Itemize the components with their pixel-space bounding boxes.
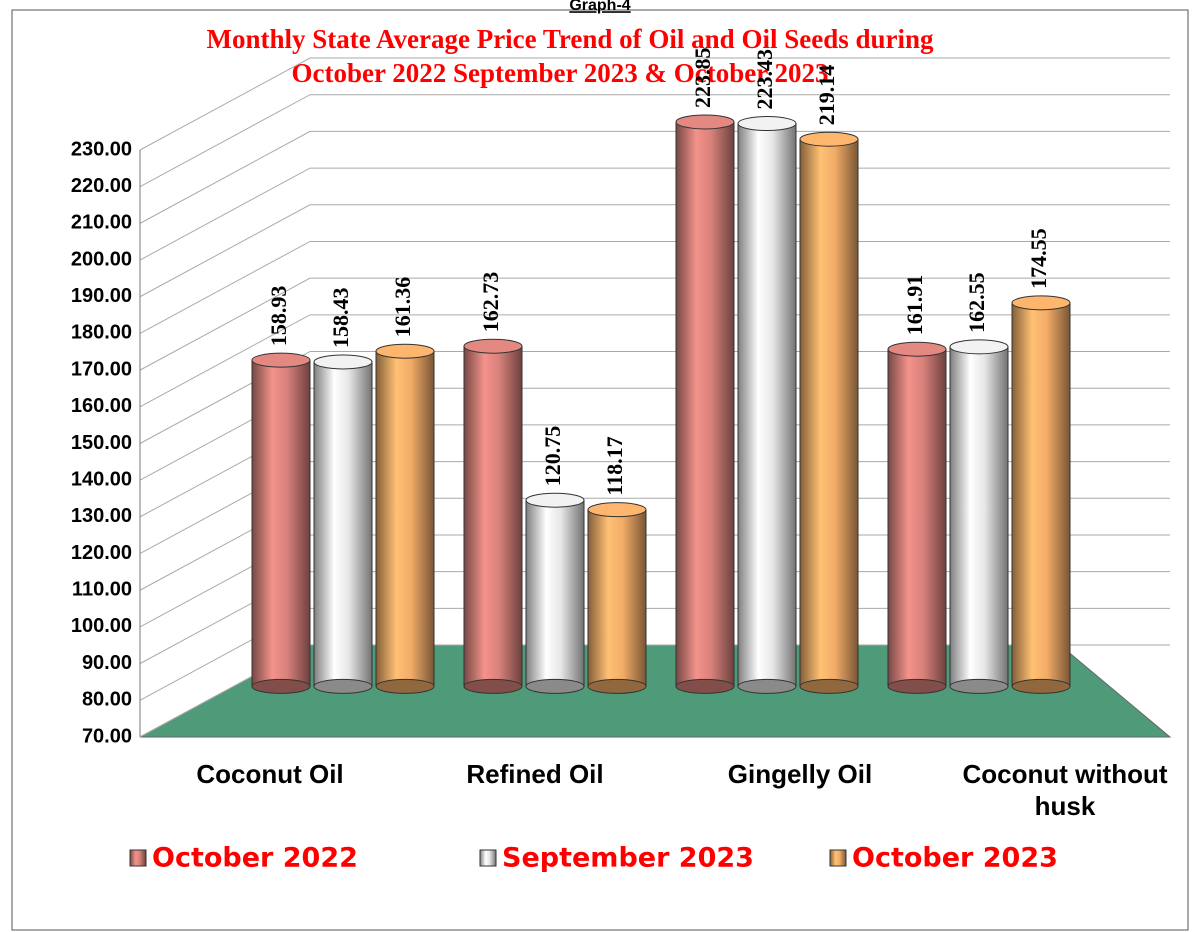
y-tick-label: 140.00 bbox=[71, 468, 132, 490]
grid-line bbox=[140, 131, 1170, 223]
bar bbox=[588, 503, 646, 694]
bar bbox=[950, 340, 1008, 694]
legend-label: September 2023 bbox=[502, 843, 754, 874]
bar bbox=[464, 339, 522, 693]
legend-swatch bbox=[830, 850, 846, 866]
value-label: 158.93 bbox=[266, 286, 291, 347]
bar bbox=[888, 342, 946, 693]
page: Graph-4 Monthly State Average Price Tren… bbox=[0, 0, 1200, 932]
y-tick-label: 130.00 bbox=[71, 505, 132, 527]
grid-line bbox=[140, 205, 1170, 297]
y-tick-label: 100.00 bbox=[71, 615, 132, 637]
y-tick-label: 90.00 bbox=[82, 652, 132, 674]
y-tick-label: 160.00 bbox=[71, 395, 132, 417]
grid-line bbox=[140, 168, 1170, 260]
y-tick-label: 110.00 bbox=[72, 579, 132, 601]
y-tick-label: 150.00 bbox=[71, 432, 132, 454]
bar bbox=[252, 353, 310, 693]
value-label: 118.17 bbox=[602, 436, 627, 495]
y-tick-label: 170.00 bbox=[71, 358, 132, 380]
x-tick-label: Coconut without husk bbox=[955, 758, 1175, 822]
bar bbox=[676, 115, 734, 693]
chart-title: Monthly State Average Price Trend of Oil… bbox=[207, 24, 934, 54]
grid-line bbox=[140, 95, 1170, 187]
value-label: 162.55 bbox=[964, 272, 989, 333]
x-tick-label: Refined Oil bbox=[425, 758, 645, 790]
legend-label: October 2023 bbox=[852, 843, 1058, 874]
value-label: 161.36 bbox=[390, 277, 415, 338]
value-label: 223.85 bbox=[690, 47, 715, 108]
chart-title: October 2022 September 2023 & October 20… bbox=[292, 58, 829, 88]
y-tick-label: 200.00 bbox=[71, 248, 132, 270]
value-label: 158.43 bbox=[328, 287, 353, 348]
y-tick-label: 180.00 bbox=[71, 322, 132, 344]
x-tick-label: Coconut Oil bbox=[160, 758, 380, 790]
legend-swatch bbox=[480, 850, 496, 866]
bar bbox=[526, 493, 584, 693]
bar bbox=[800, 132, 858, 693]
y-tick-label: 190.00 bbox=[71, 285, 132, 307]
value-label: 174.55 bbox=[1026, 228, 1051, 289]
bar bbox=[314, 355, 372, 693]
legend-swatch bbox=[130, 850, 146, 866]
y-tick-label: 80.00 bbox=[82, 689, 132, 711]
value-label: 161.91 bbox=[902, 275, 927, 336]
bar bbox=[376, 344, 434, 693]
bar bbox=[738, 117, 796, 694]
value-label: 162.73 bbox=[478, 272, 503, 333]
value-label: 120.75 bbox=[540, 426, 565, 487]
x-tick-label: Gingelly Oil bbox=[690, 758, 910, 790]
value-label: 219.14 bbox=[814, 65, 839, 126]
bar bbox=[1012, 296, 1070, 694]
y-tick-label: 230.00 bbox=[71, 138, 132, 160]
y-tick-label: 120.00 bbox=[71, 542, 132, 564]
y-tick-label: 210.00 bbox=[71, 212, 132, 234]
value-label: 223.43 bbox=[752, 49, 777, 110]
y-tick-label: 220.00 bbox=[71, 175, 132, 197]
legend-label: October 2022 bbox=[152, 843, 358, 874]
y-tick-label: 70.00 bbox=[82, 725, 132, 747]
graph-number: Graph-4 bbox=[569, 0, 630, 14]
